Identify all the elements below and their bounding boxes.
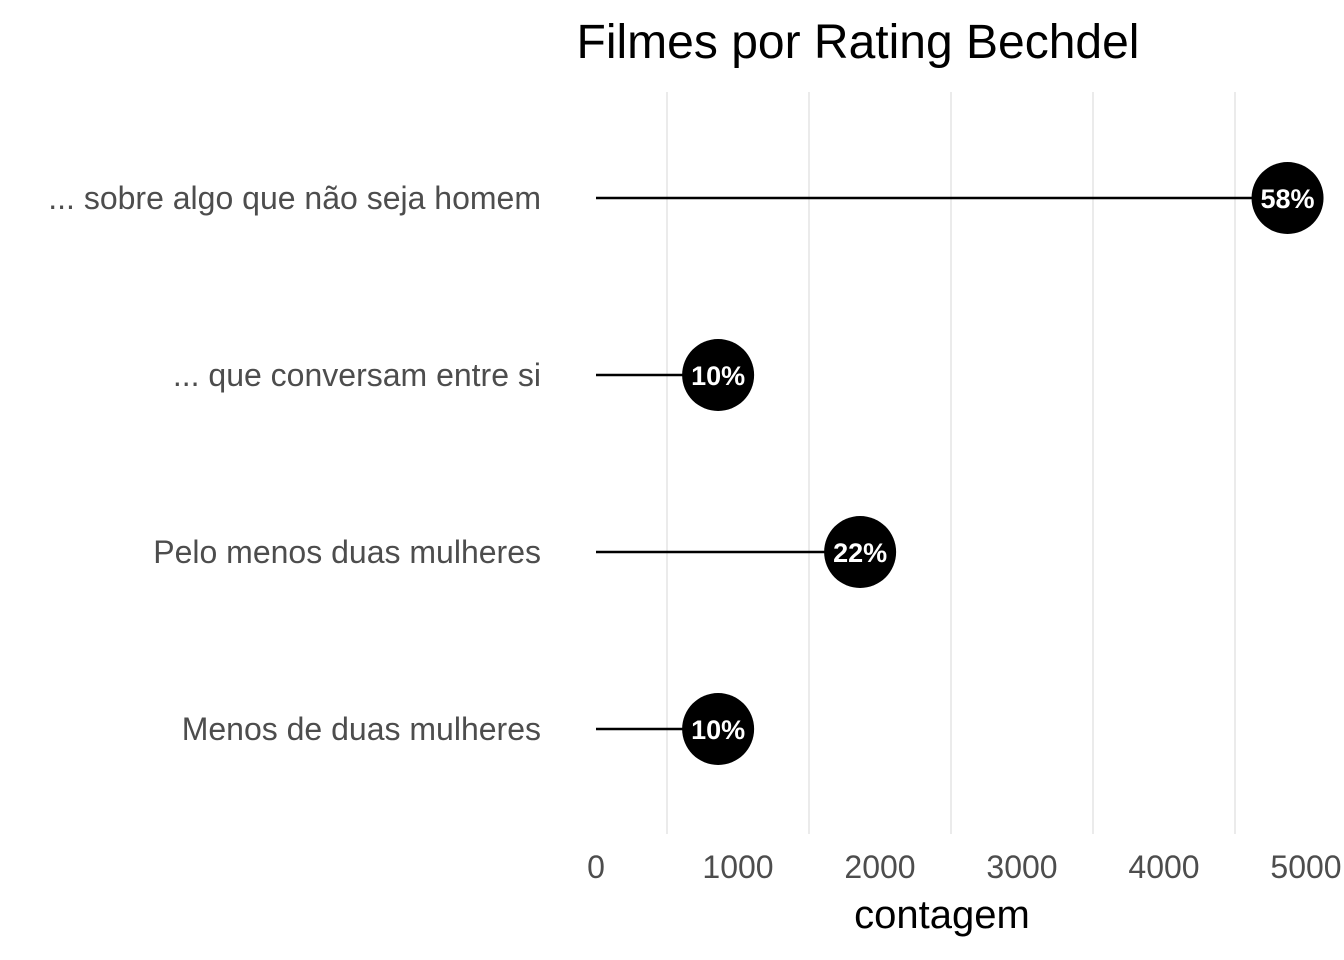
grid-lines [666, 92, 1236, 834]
chart-title: Filmes por Rating Bechdel [577, 16, 1140, 69]
x-tick-label: 3000 [986, 849, 1057, 885]
x-tick-label: 0 [587, 849, 605, 885]
x-axis-title: contagem [854, 893, 1030, 937]
lollipop-stems [596, 196, 1288, 731]
category-labels: ... sobre algo que não seja homem ... que… [48, 180, 541, 747]
lollipop-dot [682, 339, 755, 411]
x-tick-label: 4000 [1128, 849, 1199, 885]
x-tick-label: 1000 [702, 849, 773, 885]
lollipop-dot [682, 693, 755, 765]
x-tick-label: 5000 [1270, 849, 1341, 885]
percent-label: 22% [833, 538, 887, 568]
lollipop-dot [1251, 162, 1324, 234]
lollipop-dot [824, 516, 897, 588]
percent-label: 58% [1261, 184, 1315, 214]
category-label: ... sobre algo que não seja homem [48, 180, 541, 216]
percent-label: 10% [691, 715, 745, 745]
category-label: Menos de duas mulheres [182, 711, 541, 747]
category-label: Pelo menos duas mulheres [153, 534, 541, 570]
percent-label: 10% [691, 361, 745, 391]
lollipop-dots: 58% 10% 22% 10% [682, 162, 1324, 765]
x-tick-label: 2000 [844, 849, 915, 885]
x-axis-ticks: 0 1000 2000 3000 4000 5000 [587, 849, 1341, 885]
category-label: ... que conversam entre si [173, 357, 541, 393]
